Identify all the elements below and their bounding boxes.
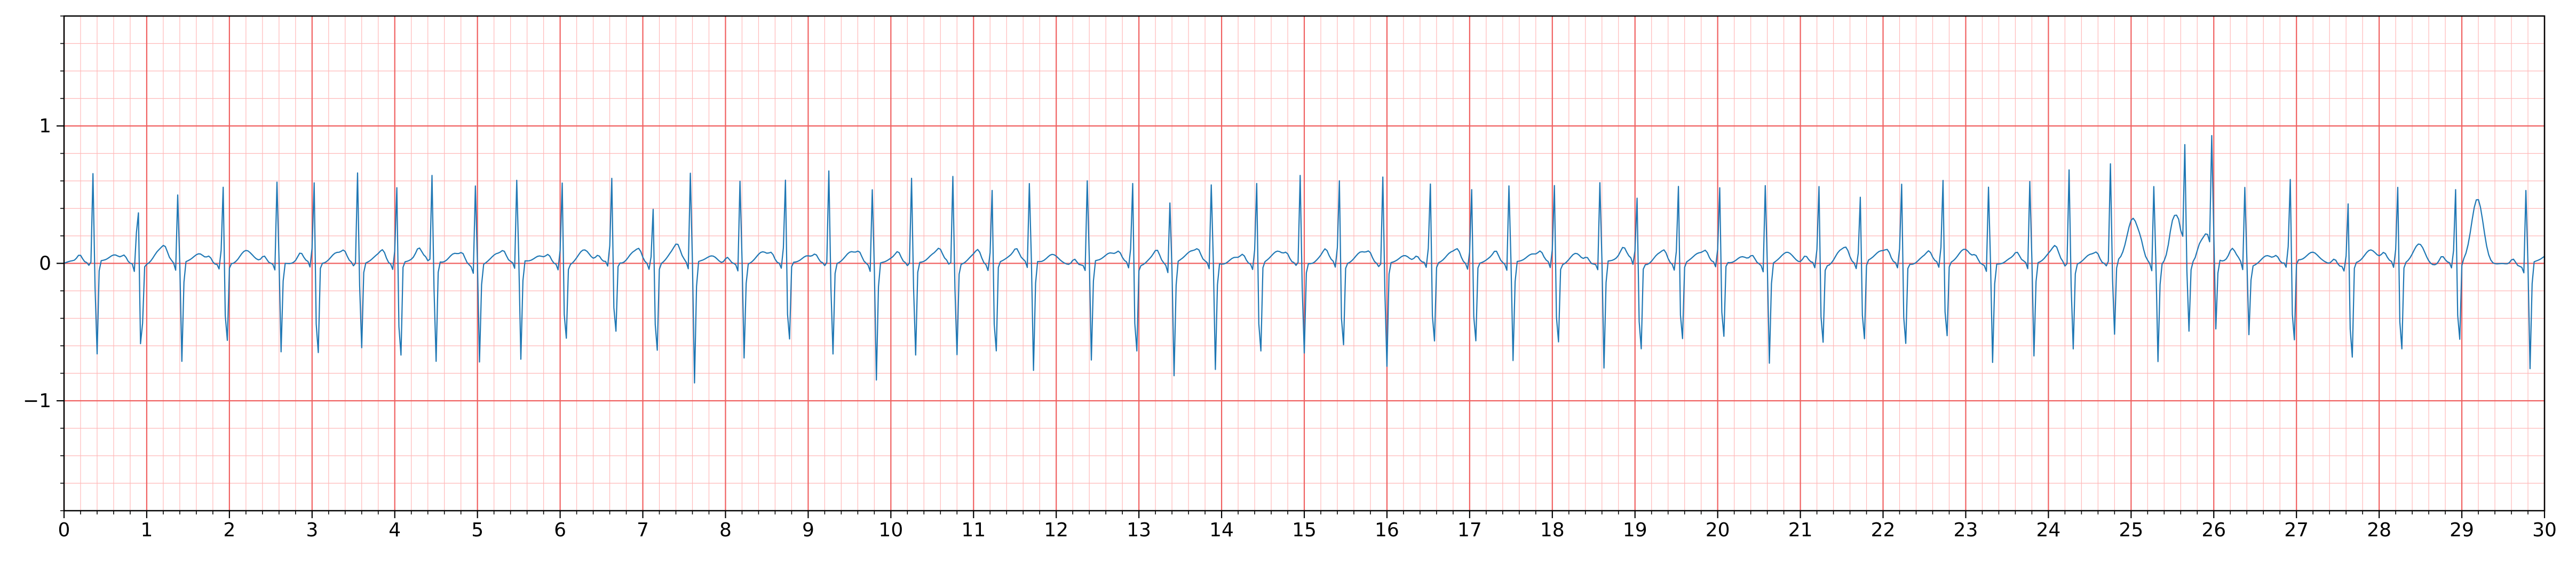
- x-axis-ticks: 0 1 2 3 4 5 6 7 8 9 10 11 12 13 14 15 16 17 18 19 20 21 22 23 24…: [58, 511, 2557, 541]
- x-tick-label: 9: [802, 519, 814, 541]
- x-tick-label: 20: [1706, 519, 1730, 541]
- x-tick-label: 16: [1375, 519, 1399, 541]
- y-tick-label: 1: [39, 115, 51, 137]
- x-tick-label: 21: [1788, 519, 1813, 541]
- x-tick-label: 15: [1292, 519, 1317, 541]
- x-tick-label: 22: [1871, 519, 1896, 541]
- y-axis-ticks: −1 0 1: [23, 15, 64, 511]
- y-tick-label: −1: [23, 390, 51, 412]
- ecg-trace-line: [64, 135, 2545, 384]
- x-tick-label: 27: [2284, 519, 2309, 541]
- x-tick-label: 13: [1127, 519, 1151, 541]
- x-tick-label: 8: [719, 519, 732, 541]
- x-tick-label: 12: [1044, 519, 1068, 541]
- x-tick-label: 29: [2450, 519, 2474, 541]
- x-tick-label: 18: [1540, 519, 1565, 541]
- x-tick-label: 6: [554, 519, 566, 541]
- x-tick-label: 10: [878, 519, 903, 541]
- major-grid: [63, 16, 2546, 511]
- x-tick-label: 1: [140, 519, 153, 541]
- x-tick-label: 17: [1457, 519, 1482, 541]
- x-tick-label: 3: [306, 519, 318, 541]
- y-tick-label: 0: [39, 253, 51, 275]
- x-tick-label: 14: [1209, 519, 1234, 541]
- x-tick-label: 24: [2036, 519, 2060, 541]
- x-tick-label: 0: [58, 519, 70, 541]
- x-tick-label: 30: [2532, 519, 2557, 541]
- x-tick-label: 26: [2201, 519, 2226, 541]
- x-tick-label: 11: [961, 519, 986, 541]
- x-tick-label: 25: [2119, 519, 2143, 541]
- x-tick-label: 28: [2367, 519, 2391, 541]
- x-tick-label: 2: [223, 519, 235, 541]
- x-tick-label: 19: [1623, 519, 1647, 541]
- x-tick-label: 4: [389, 519, 401, 541]
- x-tick-label: 5: [471, 519, 484, 541]
- x-tick-label: 23: [1954, 519, 1978, 541]
- x-tick-label: 7: [637, 519, 649, 541]
